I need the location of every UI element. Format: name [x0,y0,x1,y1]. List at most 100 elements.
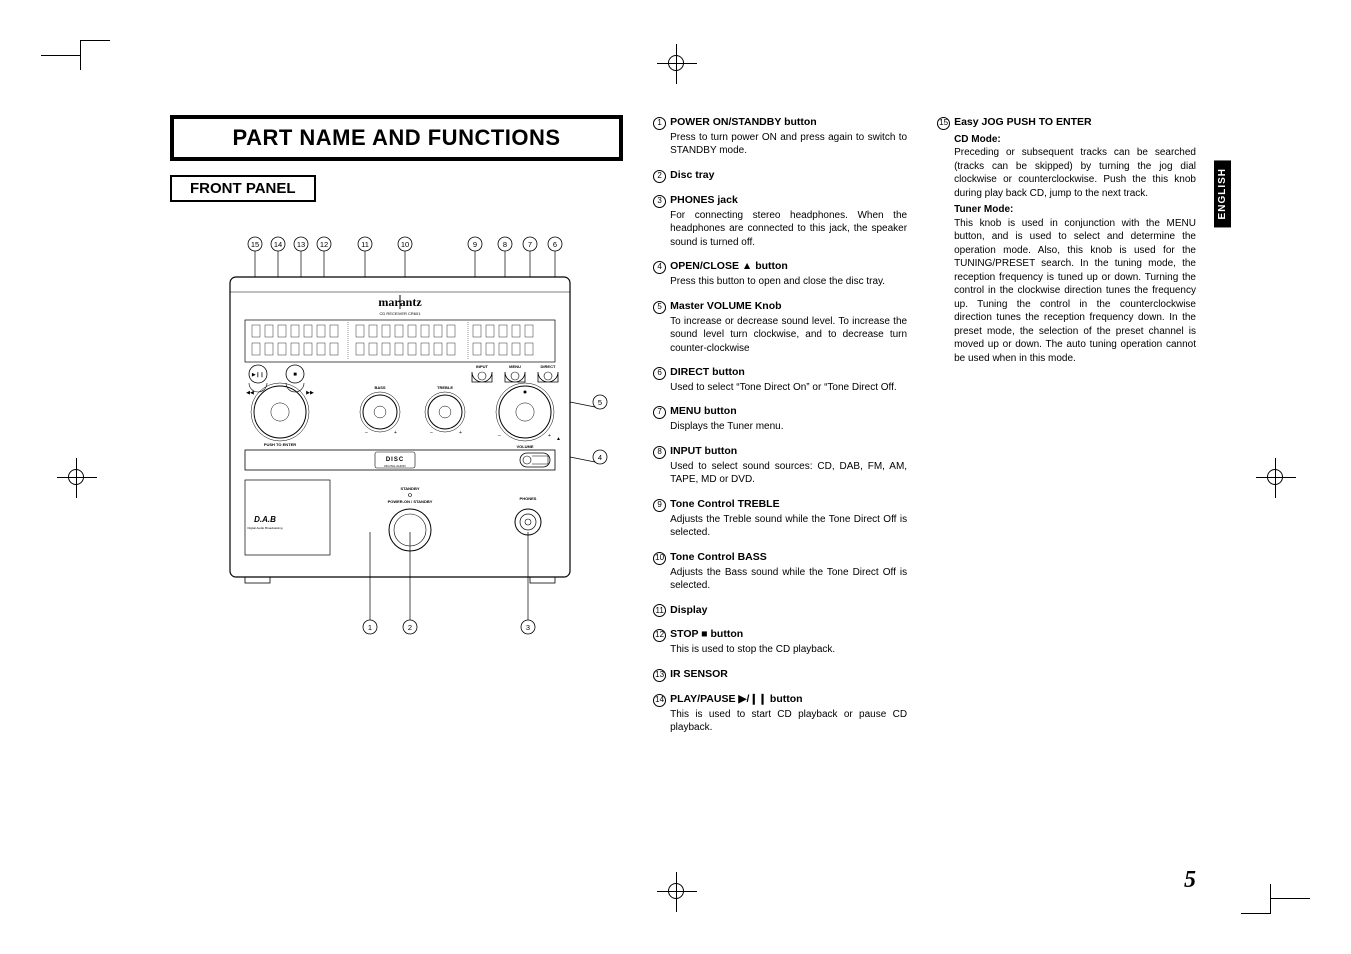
svg-text:10: 10 [401,240,409,249]
svg-text:CD RECEIVER CR601: CD RECEIVER CR601 [380,311,422,316]
item-title: Tone Control BASS [670,550,767,564]
item-10: 10 Tone Control BASS Adjusts the Bass soun… [653,550,907,593]
callout-number-icon: 15 [937,117,950,130]
svg-text:12: 12 [320,240,328,249]
item-6: 6DIRECT buttonUsed to select “Tone Direc… [653,365,907,394]
description-column-2: 15 Easy JOG PUSH TO ENTER CD Mode:Precedin… [937,115,1196,894]
svg-text:7: 7 [528,240,532,249]
item-body: Adjusts the Treble sound while the Tone … [670,513,907,540]
item-11: 11 Display [653,603,907,618]
item-body: This is used to start CD playback or pau… [670,708,907,735]
svg-text:9: 9 [473,240,477,249]
callout-number-icon: 13 [653,669,666,682]
item-15: 15 Easy JOG PUSH TO ENTER CD Mode:Precedin… [937,115,1196,365]
svg-text:TREBLE: TREBLE [437,385,453,390]
svg-text:3: 3 [526,623,530,632]
item-title: PLAY/PAUSE ▶/❙❙ button [670,692,802,706]
svg-text:13: 13 [297,240,305,249]
callout-number-icon: 1 [653,117,666,130]
svg-text:1: 1 [368,623,372,632]
svg-text:5: 5 [598,398,602,407]
item-2: 2Disc tray [653,168,907,183]
item-body: To increase or decrease sound level. To … [670,315,907,356]
svg-text:11: 11 [361,240,369,249]
item-body: Used to select sound sources: CD, DAB, F… [670,460,907,487]
item-body: Press this button to open and close the … [670,275,907,289]
item-body: Preceding or subsequent tracks can be se… [954,146,1196,200]
callout-number-icon: 7 [653,406,666,419]
item-5: 5Master VOLUME KnobTo increase or decrea… [653,299,907,355]
item-subheading: Tuner Mode: [954,203,1196,217]
section-title: PART NAME AND FUNCTIONS [170,115,623,161]
svg-text:15: 15 [251,240,259,249]
item-title: Easy JOG PUSH TO ENTER [954,115,1092,129]
item-4: 4 OPEN/CLOSE ▲ button Press this button to… [653,259,907,288]
item-body: For connecting stereo headphones. When t… [670,209,907,250]
item-body: Adjusts the Bass sound while the Tone Di… [670,566,907,593]
item-title: Master VOLUME Knob [670,299,781,313]
description-column-1: 1 POWER ON/STANDBY button Press to turn po… [653,115,907,894]
callout-number-icon: 8 [653,446,666,459]
item-14: 14 PLAY/PAUSE ▶/❙❙ button This is used to … [653,692,907,735]
item-3: 3 PHONES jack For connecting stereo headph… [653,193,907,249]
item-title: POWER ON/STANDBY button [670,115,817,129]
callout-number-icon: 10 [653,552,666,565]
svg-text:D.A.B: D.A.B [254,515,276,524]
svg-text:+: + [548,433,551,439]
callout-number-icon: 4 [653,261,666,274]
svg-text:–: – [498,433,501,439]
item-title: IR SENSOR [670,667,728,681]
item-title: Display [670,603,707,617]
panel-title: FRONT PANEL [170,175,316,202]
svg-text:DISC: DISC [386,457,404,463]
item-title: INPUT button [670,444,737,458]
item-body: Press to turn power ON and press again t… [670,131,907,158]
svg-text:POWER-ON / STANDBY: POWER-ON / STANDBY [388,499,433,504]
item-title: OPEN/CLOSE ▲ button [670,259,788,273]
callout-number-icon: 14 [653,694,666,707]
svg-text:–: – [365,430,368,436]
item-body: This knob is used in conjunction with th… [954,217,1196,366]
svg-text:–: – [430,430,433,436]
svg-text:+: + [394,430,397,436]
language-tab: ENGLISH [1214,160,1231,227]
svg-text:PUSH TO ENTER: PUSH TO ENTER [264,442,296,447]
item-title: PHONES jack [670,193,738,207]
svg-text:4: 4 [598,453,602,462]
svg-text:+: + [459,430,462,436]
item-title: Tone Control TREBLE [670,497,779,511]
svg-text:MENU: MENU [509,364,521,369]
svg-text:2: 2 [408,623,412,632]
item-8: 8 INPUT button Used to select sound source… [653,444,907,487]
item-subheading: CD Mode: [954,133,1196,147]
item-13: 13 IR SENSOR [653,667,907,682]
callout-number-icon: 3 [653,195,666,208]
svg-text:◀◀: ◀◀ [246,390,254,396]
item-body: This is used to stop the CD playback. [670,643,907,657]
svg-text:Digital Audio Broadcasting: Digital Audio Broadcasting [247,526,282,530]
svg-text:DIRECT: DIRECT [541,364,556,369]
item-title: MENU button [670,404,736,418]
svg-text:VOLUME: VOLUME [516,444,533,449]
item-9: 9 Tone Control TREBLE Adjusts the Treble s… [653,497,907,540]
svg-text:INPUT: INPUT [476,364,489,369]
svg-text:BASS: BASS [374,385,385,390]
callout-number-icon: 11 [653,604,666,617]
front-panel-diagram: marantzCD RECEIVER CR601▶❙❙■INPUTMENUDIR… [170,232,610,652]
svg-text:14: 14 [274,240,282,249]
item-body: Displays the Tuner menu. [670,420,907,434]
item-title: Disc tray [670,168,714,182]
item-1: 1 POWER ON/STANDBY button Press to turn po… [653,115,907,158]
item-title: STOP ■ button [670,627,743,641]
svg-text:6: 6 [553,240,557,249]
callout-number-icon: 9 [653,499,666,512]
callout-number-icon: 12 [653,629,666,642]
svg-text:8: 8 [503,240,507,249]
svg-text:STANDBY: STANDBY [400,486,419,491]
svg-text:PHONES: PHONES [520,496,537,501]
svg-text:DIGITAL AUDIO: DIGITAL AUDIO [384,464,406,468]
item-7: 7 MENU button Displays the Tuner menu. [653,404,907,433]
callout-number-icon: 6 [653,367,666,380]
svg-text:▶▶: ▶▶ [306,390,314,396]
item-title: DIRECT button [670,365,745,379]
